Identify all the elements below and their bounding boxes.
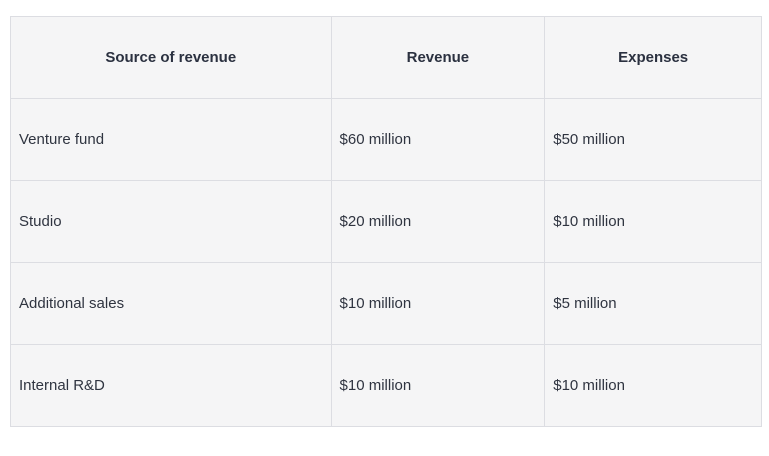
revenue-table-container: Source of revenue Revenue Expenses Ventu… xyxy=(10,16,762,427)
table-row: Internal R&D $10 million $10 million xyxy=(10,344,762,427)
cell-source: Additional sales xyxy=(10,262,332,345)
header-expenses: Expenses xyxy=(544,16,762,99)
cell-expenses: $10 million xyxy=(544,180,762,263)
cell-source: Internal R&D xyxy=(10,344,332,427)
cell-revenue: $60 million xyxy=(330,98,546,181)
cell-revenue: $10 million xyxy=(330,344,546,427)
cell-revenue: $10 million xyxy=(330,262,546,345)
table-header: Source of revenue Revenue Expenses xyxy=(10,16,762,99)
revenue-table: Source of revenue Revenue Expenses Ventu… xyxy=(10,16,762,427)
cell-source: Venture fund xyxy=(10,98,332,181)
table-row: Additional sales $10 million $5 million xyxy=(10,262,762,345)
cell-expenses: $5 million xyxy=(544,262,762,345)
cell-expenses: $50 million xyxy=(544,98,762,181)
cell-revenue: $20 million xyxy=(330,180,546,263)
table-body: Venture fund $60 million $50 million Stu… xyxy=(10,98,762,427)
table-row: Venture fund $60 million $50 million xyxy=(10,98,762,181)
cell-expenses: $10 million xyxy=(544,344,762,427)
header-source-of-revenue: Source of revenue xyxy=(10,16,332,99)
header-row: Source of revenue Revenue Expenses xyxy=(10,16,762,99)
cell-source: Studio xyxy=(10,180,332,263)
table-row: Studio $20 million $10 million xyxy=(10,180,762,263)
header-revenue: Revenue xyxy=(330,16,546,99)
